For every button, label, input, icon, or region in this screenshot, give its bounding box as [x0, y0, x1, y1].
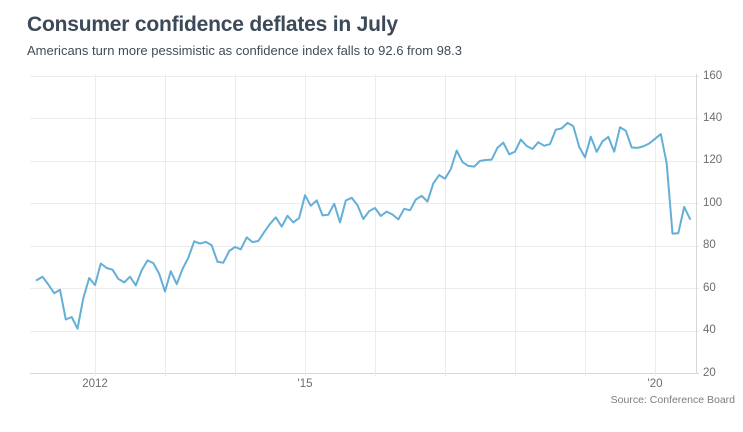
chart-subtitle: Americans turn more pessimistic as confi… [27, 43, 462, 58]
y-tick-label: 80 [703, 239, 716, 252]
y-tick-label: 40 [703, 324, 716, 337]
y-tick-label: 120 [703, 154, 723, 167]
source-note: Source: Conference Board [610, 394, 735, 406]
x-tick-label: 2012 [82, 378, 108, 390]
y-tick-label: 20 [703, 366, 716, 379]
page-title: Consumer confidence deflates in July [27, 13, 398, 36]
y-tick-label: 100 [703, 196, 723, 209]
y-tick-label: 60 [703, 281, 716, 294]
y-tick-label: 160 [703, 69, 723, 82]
x-tick-label: '20 [647, 378, 663, 390]
confidence-line [35, 121, 691, 330]
x-tick-label: '15 [297, 378, 313, 390]
y-tick-label: 140 [703, 111, 723, 124]
